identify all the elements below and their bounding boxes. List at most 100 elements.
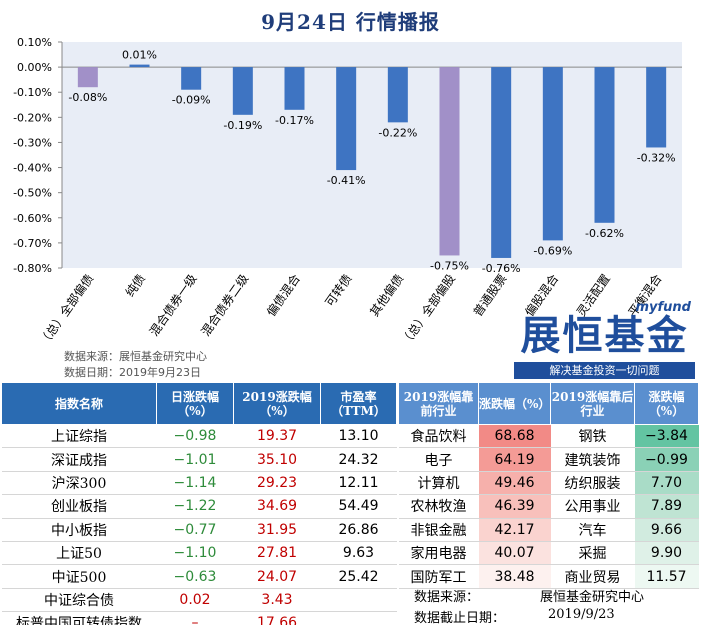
index-day-change: –	[156, 611, 234, 625]
index-header-day: 日涨跌幅（%）	[156, 382, 234, 425]
industry-bottom-name: 纺织服装	[550, 471, 635, 496]
index-ytd-change: 3.43	[233, 588, 321, 613]
industry-source-label: 数据来源：	[414, 590, 480, 605]
index-pe: 12.11	[320, 471, 397, 496]
industry-top-name: 非银金融	[398, 518, 479, 542]
industry-table-header: 2019涨幅靠前行业 涨跌幅（%） 2019涨幅靠后行业 涨跌幅（%）	[398, 382, 699, 425]
page-title: 9月24日 行情播报	[261, 10, 440, 34]
x-tick-label-3: 混合债券二级	[198, 271, 252, 339]
index-day-change: −0.77	[156, 518, 234, 542]
data-label-6: -0.22%	[378, 126, 417, 139]
table-row: 创业板指 −1.22 34.69 54.49	[1, 494, 397, 519]
industry-bottom-value: −0.99	[634, 447, 699, 472]
index-header-pe: 市盈率（TTM）	[320, 382, 397, 425]
bar-5	[336, 67, 357, 171]
industry-source-value: 展恒基金研究中心	[540, 590, 645, 605]
industry-top-name: 电子	[398, 447, 479, 472]
industry-top-value: 42.17	[478, 518, 551, 542]
data-label-2: -0.09%	[172, 94, 211, 107]
x-tick-label-7: （总）全部偏股	[397, 271, 457, 346]
y-tick-label: -0.50%	[13, 187, 52, 200]
index-ytd-change: 34.69	[233, 494, 321, 519]
index-ytd-change: 31.95	[233, 518, 321, 542]
index-pe: 54.49	[320, 494, 397, 519]
data-label-9: -0.69%	[533, 244, 572, 257]
data-label-4: -0.17%	[275, 114, 314, 127]
y-tick-label: -0.80%	[13, 262, 52, 275]
index-table: 指数名称 日涨跌幅（%） 2019涨跌幅（%） 市盈率（TTM） 上证综指 −0.…	[1, 382, 397, 625]
industry-bottom-value: 9.90	[634, 541, 699, 566]
industry-bottom-name: 建筑装饰	[550, 447, 635, 472]
index-name: 上证综指	[1, 424, 157, 449]
table-row: 上证50 −1.10 27.81 9.63	[1, 541, 397, 566]
industry-bottom-value: 7.89	[634, 494, 699, 519]
table-row: 国防军工 38.48 商业贸易 11.57	[398, 564, 699, 589]
index-pe	[320, 588, 397, 613]
table-row: 标普中国可转债指数 –17.66	[1, 611, 397, 625]
y-tick-label: -0.30%	[13, 136, 52, 149]
industry-top-value: 49.46	[478, 471, 551, 496]
index-ytd-change: 24.07	[233, 564, 321, 589]
table-row: 中小板指 −0.77 31.95 26.86	[1, 518, 397, 542]
x-tick-label-6: 其他偏债	[366, 271, 406, 319]
table-row: 上证综指 −0.98 19.37 13.10	[1, 424, 397, 449]
bar-3	[232, 67, 253, 115]
bar-6	[387, 67, 408, 123]
table-row: 中证综合债 0.02 3.43	[1, 588, 397, 613]
index-name: 上证50	[1, 541, 157, 566]
table-row: 中证500 −0.63 24.07 25.42	[1, 564, 397, 589]
table-row: 深证成指 −1.01 35.10 24.32	[1, 447, 397, 472]
index-name: 标普中国可转债指数	[1, 611, 157, 625]
table-row: 食品饮料 68.68 钢铁 −3.84	[398, 424, 699, 449]
index-day-change: 0.02	[156, 588, 234, 613]
table-row: 计算机 49.46 纺织服装 7.70	[398, 471, 699, 496]
industry-table: 2019涨幅靠前行业 涨跌幅（%） 2019涨幅靠后行业 涨跌幅（%） 食品饮料…	[398, 382, 699, 589]
index-day-change: −1.01	[156, 447, 234, 472]
index-day-change: −1.14	[156, 471, 234, 496]
industry-top-value: 46.39	[478, 494, 551, 519]
table-row: 非银金融 42.17 汽车 9.66	[398, 518, 699, 542]
bar-chart: 0.10% 0.00% -0.10% -0.20% -0.30% -0.40% -0.50%…	[13, 36, 682, 346]
industry-bottom-value: 11.57	[634, 564, 699, 589]
x-tick-label-1: 纯债	[123, 272, 148, 300]
index-ytd-change: 19.37	[233, 424, 321, 449]
industry-header-bot-val: 涨跌幅（%）	[634, 382, 699, 425]
y-tick-label: 0.00%	[17, 61, 52, 74]
industry-bottom-name: 采掘	[550, 541, 635, 566]
industry-top-name: 食品饮料	[398, 424, 479, 449]
data-label-8: -0.76%	[482, 262, 521, 275]
data-label-10: -0.62%	[585, 227, 624, 240]
x-tick-label-8: 普通股票	[471, 272, 510, 319]
bar-1	[129, 64, 150, 68]
industry-bottom-value: 9.66	[634, 518, 699, 542]
y-tick-label: -0.20%	[13, 111, 52, 124]
x-tick-label-0: （总）全部偏债	[36, 271, 96, 346]
industry-bottom-name: 钢铁	[550, 424, 635, 449]
bar-9	[542, 67, 563, 241]
x-tick-label-5: 可转债	[322, 271, 355, 309]
index-name: 中小板指	[1, 518, 157, 542]
index-name: 中证500	[1, 564, 157, 589]
industry-header-top-val: 涨跌幅（%）	[478, 382, 551, 425]
data-label-11: -0.32%	[637, 151, 676, 164]
table-row: 家用电器 40.07 采掘 9.90	[398, 541, 699, 566]
table-row: 农林牧渔 46.39 公用事业 7.89	[398, 494, 699, 519]
index-pe: 25.42	[320, 564, 397, 589]
industry-top-name: 家用电器	[398, 541, 479, 566]
data-label-1: 0.01%	[122, 49, 157, 62]
bar-7	[439, 67, 460, 256]
industry-top-value: 40.07	[478, 541, 551, 566]
industry-bottom-value: −3.84	[634, 424, 699, 449]
index-ytd-change: 29.23	[233, 471, 321, 496]
index-pe: 24.32	[320, 447, 397, 472]
index-pe: 13.10	[320, 424, 397, 449]
index-ytd-change: 27.81	[233, 541, 321, 566]
index-day-change: −1.22	[156, 494, 234, 519]
data-label-5: -0.41%	[327, 174, 366, 187]
logo: myfund 展恒基金 解决基金投资一切问题	[512, 300, 697, 382]
index-ytd-change: 35.10	[233, 447, 321, 472]
data-label-7: -0.75%	[430, 259, 469, 272]
logo-slogan: 解决基金投资一切问题	[514, 362, 695, 379]
industry-bottom-name: 商业贸易	[550, 564, 635, 589]
industry-header-bot: 2019涨幅靠后行业	[550, 382, 635, 425]
